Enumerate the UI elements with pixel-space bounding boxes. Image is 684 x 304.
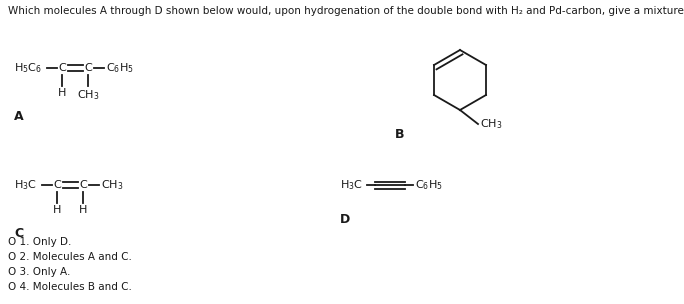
Text: A: A — [14, 110, 24, 123]
Text: CH$_3$: CH$_3$ — [77, 88, 99, 102]
Text: O 2. Molecules A and C.: O 2. Molecules A and C. — [8, 252, 132, 262]
Text: C: C — [14, 227, 23, 240]
Text: C: C — [53, 180, 61, 190]
Text: D: D — [340, 213, 350, 226]
Text: CH$_3$: CH$_3$ — [480, 117, 503, 131]
Text: C: C — [58, 63, 66, 73]
Text: H$_5$C$_6$: H$_5$C$_6$ — [14, 61, 42, 75]
Text: C$_6$H$_5$: C$_6$H$_5$ — [106, 61, 134, 75]
Text: Which molecules A through D shown below would, upon hydrogenation of the double : Which molecules A through D shown below … — [8, 6, 684, 16]
Text: C: C — [84, 63, 92, 73]
Text: C: C — [79, 180, 87, 190]
Text: H: H — [53, 205, 61, 215]
Text: H$_3$C: H$_3$C — [14, 178, 37, 192]
Text: O 1. Only D.: O 1. Only D. — [8, 237, 71, 247]
Text: O 3. Only A.: O 3. Only A. — [8, 267, 70, 277]
Text: H$_3$C: H$_3$C — [340, 178, 363, 192]
Text: H: H — [79, 205, 87, 215]
Text: CH$_3$: CH$_3$ — [101, 178, 124, 192]
Text: O 4. Molecules B and C.: O 4. Molecules B and C. — [8, 282, 132, 292]
Text: C$_6$H$_5$: C$_6$H$_5$ — [415, 178, 443, 192]
Text: B: B — [395, 128, 404, 141]
Text: H: H — [58, 88, 66, 98]
